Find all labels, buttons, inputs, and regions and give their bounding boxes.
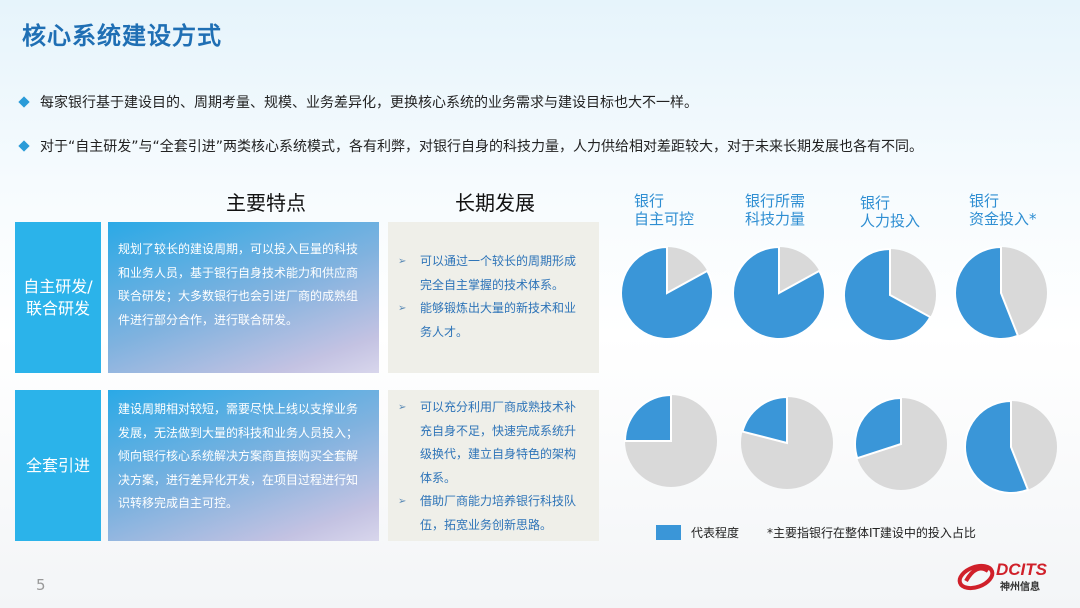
pie-slice-represented: [843, 247, 932, 342]
pie-slice-represented: [854, 396, 902, 460]
pie: [843, 247, 936, 342]
column-header-development: 长期发展: [455, 191, 535, 215]
pie: [741, 395, 833, 489]
page-number: 5: [36, 576, 46, 594]
list-item: ➢ 可以充分利用厂商成熟技术补充自身不足，快速完成系统升级换代，建立自身特色的架构…: [398, 396, 587, 490]
column-header-features: 主要特点: [226, 191, 306, 215]
development-cell: ➢ 可以充分利用厂商成熟技术补充自身不足，快速完成系统升级换代，建立自身特色的架构…: [388, 390, 599, 541]
pie-category-label: 银行所需 科技力量: [745, 192, 806, 228]
pie: [732, 245, 826, 340]
pie-category-label: 银行 人力投入: [860, 194, 921, 230]
bullet-text: 对于“自主研发”与“全套引进”两类核心系统模式，各有利弊，对银行自身的科技力量，…: [40, 139, 924, 155]
pie-slice-represented: [963, 399, 1030, 494]
pie-slice-represented: [620, 245, 714, 340]
svg-text:神州信息: 神州信息: [1000, 580, 1040, 593]
pie-slice-represented: [741, 395, 788, 445]
pie-slice-represented: [623, 393, 672, 442]
arrow-bullet-icon: ➢: [398, 303, 407, 314]
list-item: ➢ 可以通过一个较长的周期形成完全自主掌握的技术体系。: [398, 250, 587, 297]
pie-slice-represented: [953, 245, 1020, 340]
arrow-bullet-icon: ➢: [398, 496, 407, 507]
arrow-bullet-icon: ➢: [398, 256, 407, 267]
pie: [953, 245, 1047, 340]
pie: [963, 399, 1057, 494]
row-label: 全套引进: [15, 390, 101, 541]
pie-slice-represented: [732, 245, 826, 340]
arrow-bullet-icon: ➢: [398, 402, 407, 413]
legend-swatch: [656, 525, 681, 540]
pie-category-label: 银行 自主可控: [634, 192, 695, 228]
page-title: 核心系统建设方式: [22, 22, 222, 50]
pie: [854, 396, 947, 490]
features-cell: 规划了较长的建设周期，可以投入巨量的科技和业务人员，基于银行自身技术能力和供应商…: [108, 222, 379, 373]
legend: 代表程度 *主要指银行在整体IT建设中的投入占比: [656, 524, 976, 541]
pie: [623, 393, 717, 487]
features-cell: 建设周期相对较短，需要尽快上线以支撑业务发展，无法做到大量的科技和业务人员投入；…: [108, 390, 379, 541]
svg-text:DCITS: DCITS: [996, 560, 1048, 579]
list-item: ➢ 借助厂商能力培养银行科技队伍，拓宽业务创新思路。: [398, 490, 587, 537]
legend-label: 代表程度: [691, 526, 740, 540]
list-item: ➢ 能够锻炼出大量的新技术和业务人才。: [398, 297, 587, 344]
bullet-item: 每家银行基于建设目的、周期考量、规模、业务差异化，更换核心系统的业务需求与建设目…: [18, 92, 698, 112]
bullet-item: 对于“自主研发”与“全套引进”两类核心系统模式，各有利弊，对银行自身的科技力量，…: [18, 136, 924, 156]
bullet-text: 每家银行基于建设目的、周期考量、规模、业务差异化，更换核心系统的业务需求与建设目…: [40, 95, 698, 111]
development-cell: ➢ 可以通过一个较长的周期形成完全自主掌握的技术体系。 ➢ 能够锻炼出大量的新技术和…: [388, 222, 599, 373]
row-label: 自主研发/联合研发: [15, 222, 101, 373]
pie: [620, 245, 714, 340]
footnote: *主要指银行在整体IT建设中的投入占比: [767, 526, 976, 540]
dcits-logo: DCITS 神州信息: [956, 555, 1066, 599]
pie-category-label: 银行 资金投入*: [969, 192, 1037, 228]
